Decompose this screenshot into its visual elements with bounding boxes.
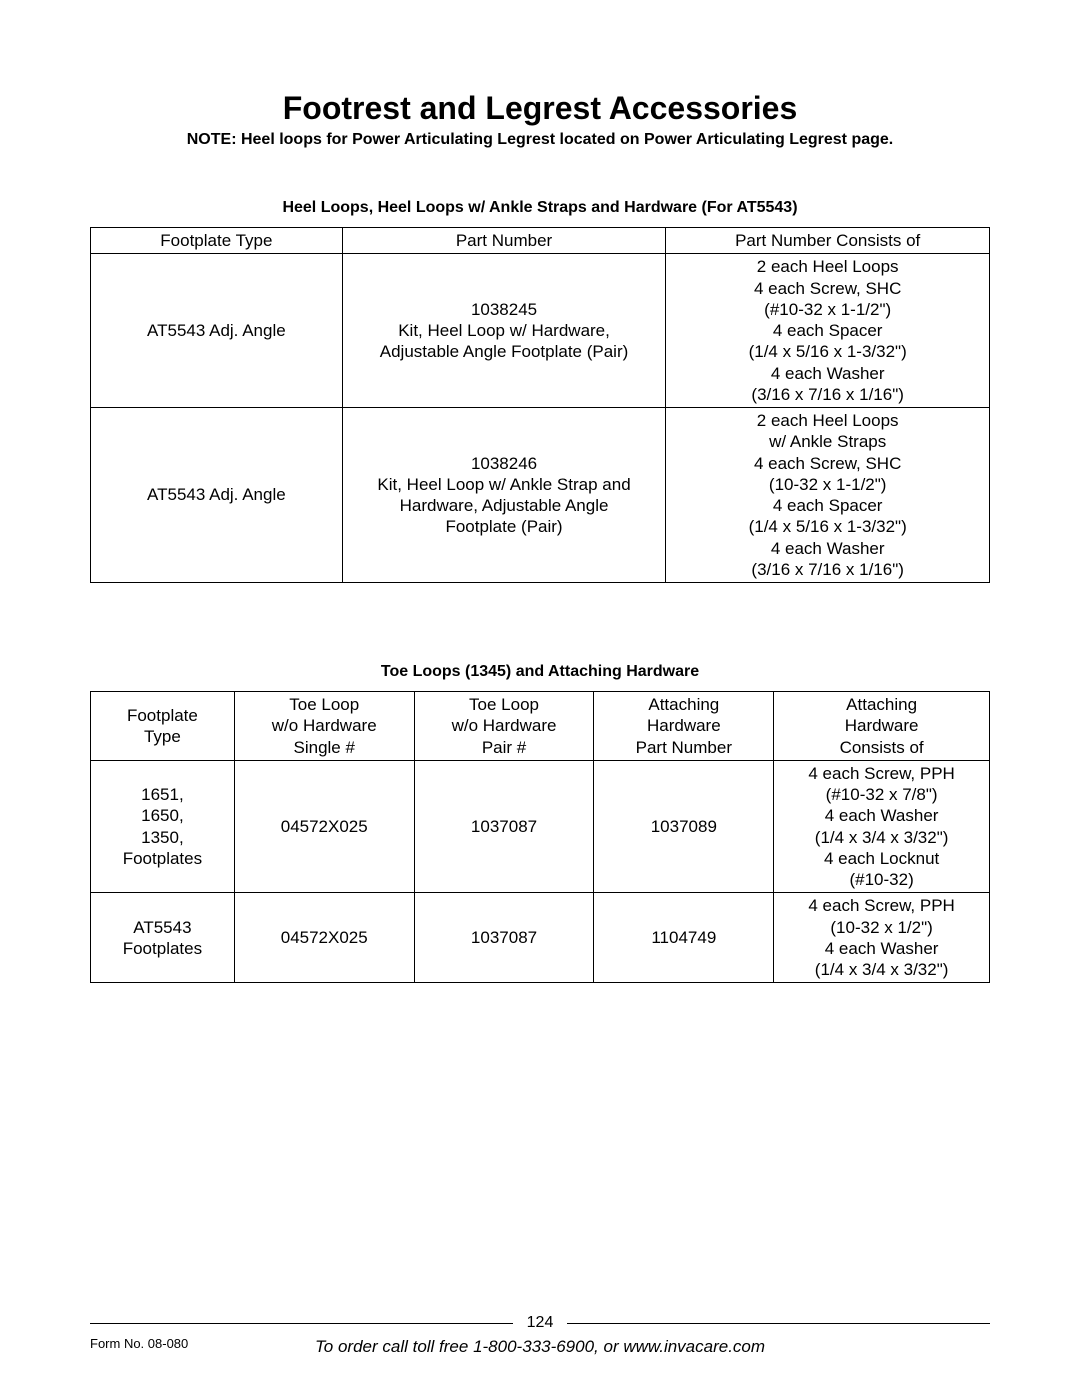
cell-single-num: 04572X025 — [234, 760, 414, 893]
footer-rule-left — [90, 1323, 513, 1324]
table1-heading: Heel Loops, Heel Loops w/ Ankle Straps a… — [90, 199, 990, 217]
cell-hw-consists: 4 each Screw, PPH(#10-32 x 7/8")4 each W… — [774, 760, 990, 893]
table-header-row: Footplate Type Part Number Part Number C… — [91, 228, 990, 254]
table-row: AT5543Footplates 04572X025 1037087 11047… — [91, 893, 990, 983]
spacer — [90, 583, 990, 663]
cell-pair-num: 1037087 — [414, 760, 594, 893]
table-row: AT5543 Adj. Angle 1038245Kit, Heel Loop … — [91, 254, 990, 408]
page-footer: 124 Form No. 08-080 To order call toll f… — [90, 1314, 990, 1357]
cell-footplate-type: AT5543Footplates — [91, 893, 235, 983]
cell-footplate-type: 1651,1650,1350,Footplates — [91, 760, 235, 893]
table2-heading: Toe Loops (1345) and Attaching Hardware — [90, 663, 990, 681]
col-header: Part Number Consists of — [666, 228, 990, 254]
cell-single-num: 04572X025 — [234, 893, 414, 983]
order-info: To order call toll free 1-800-333-6900, … — [90, 1337, 990, 1357]
cell-footplate-type: AT5543 Adj. Angle — [91, 254, 343, 408]
cell-consists-of: 2 each Heel Loopsw/ Ankle Straps4 each S… — [666, 408, 990, 583]
table-row: AT5543 Adj. Angle 1038246Kit, Heel Loop … — [91, 408, 990, 583]
page-number: 124 — [527, 1314, 554, 1332]
cell-part-number: 1038245Kit, Heel Loop w/ Hardware,Adjust… — [342, 254, 666, 408]
col-header: FootplateType — [91, 692, 235, 761]
col-header: AttachingHardwarePart Number — [594, 692, 774, 761]
page-title: Footrest and Legrest Accessories — [90, 90, 990, 127]
page-number-row: 124 — [90, 1314, 990, 1332]
footer-rule-right — [567, 1323, 990, 1324]
col-header: AttachingHardwareConsists of — [774, 692, 990, 761]
table-row: 1651,1650,1350,Footplates 04572X025 1037… — [91, 760, 990, 893]
cell-part-number: 1038246Kit, Heel Loop w/ Ankle Strap and… — [342, 408, 666, 583]
page: Footrest and Legrest Accessories NOTE: H… — [0, 0, 1080, 1397]
cell-hw-consists: 4 each Screw, PPH(10-32 x 1/2")4 each Wa… — [774, 893, 990, 983]
cell-pair-num: 1037087 — [414, 893, 594, 983]
cell-footplate-type: AT5543 Adj. Angle — [91, 408, 343, 583]
heel-loops-table: Footplate Type Part Number Part Number C… — [90, 227, 990, 583]
cell-hw-part-num: 1104749 — [594, 893, 774, 983]
toe-loops-table: FootplateType Toe Loopw/o HardwareSingle… — [90, 691, 990, 983]
col-header: Toe Loopw/o HardwarePair # — [414, 692, 594, 761]
cell-hw-part-num: 1037089 — [594, 760, 774, 893]
page-note: NOTE: Heel loops for Power Articulating … — [90, 131, 990, 149]
cell-consists-of: 2 each Heel Loops4 each Screw, SHC(#10-3… — [666, 254, 990, 408]
table-header-row: FootplateType Toe Loopw/o HardwareSingle… — [91, 692, 990, 761]
col-header: Footplate Type — [91, 228, 343, 254]
col-header: Part Number — [342, 228, 666, 254]
col-header: Toe Loopw/o HardwareSingle # — [234, 692, 414, 761]
